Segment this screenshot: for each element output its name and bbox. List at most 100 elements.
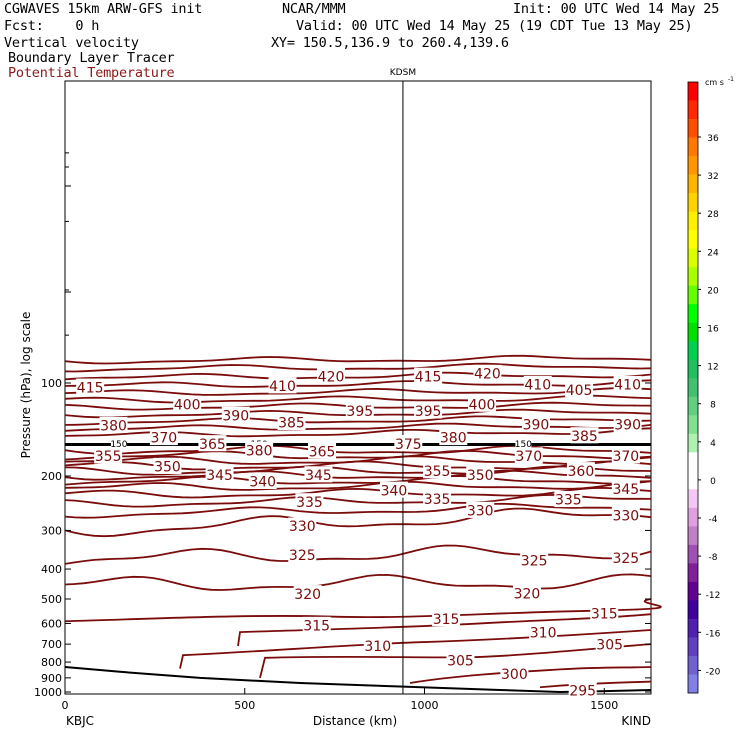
colorbar-swatch xyxy=(688,600,698,620)
contour-label-bg xyxy=(590,604,619,621)
theta-contour-line xyxy=(64,444,652,455)
contour-label: 335 xyxy=(296,495,323,511)
contour-label-bg xyxy=(414,367,443,384)
contour-label-bg xyxy=(565,381,594,398)
theta-contour-line xyxy=(179,629,652,669)
contour-label-bg xyxy=(379,481,408,498)
contour-label-bg xyxy=(554,490,583,508)
init-time: Init: 00 UTC Wed 14 May 25 xyxy=(513,1,720,17)
contour-label: 330 xyxy=(289,519,316,535)
contour-label-bg xyxy=(613,415,642,432)
contour-label-bg xyxy=(423,462,452,479)
contour-label: 295 xyxy=(569,683,596,699)
colorbar-swatch xyxy=(688,285,698,305)
theta-contour-line xyxy=(64,480,652,491)
contour-label-bg xyxy=(308,442,337,459)
colorbar-label: -16 xyxy=(706,629,721,639)
theta-contour-line xyxy=(64,422,652,432)
colorbar-unit: cm s xyxy=(705,78,724,87)
x-axis-ticks: 0 500 1000 1500 xyxy=(62,688,618,712)
cross-section-xy: XY= 150.5,136.9 to 260.4,139.6 xyxy=(271,35,509,51)
x-start-station: KBJC xyxy=(66,714,94,728)
theta-contour-line xyxy=(64,465,652,476)
contour-label-bg xyxy=(570,427,599,444)
contour-label-bg xyxy=(466,466,495,483)
contour-label-bg xyxy=(611,480,640,497)
theta-contour-line xyxy=(64,362,652,373)
contour-label-bg xyxy=(288,517,317,534)
contour-label: 420 xyxy=(474,367,501,383)
colorbar-label: -12 xyxy=(706,591,721,601)
contour-label-bg xyxy=(520,551,549,569)
contour-label-bg xyxy=(317,367,346,384)
contour-label-bg xyxy=(611,447,640,464)
contour-label: 330 xyxy=(467,504,494,520)
y-tick-label: 900 xyxy=(41,672,62,685)
colorbar-swatch xyxy=(688,193,698,212)
contour-label-bg xyxy=(439,429,468,446)
colorbar-swatch xyxy=(688,304,698,323)
contour-label-bg xyxy=(345,402,374,419)
contour-label: 400 xyxy=(174,397,201,413)
y-tick-label: 500 xyxy=(41,593,62,606)
x-tick-label: 0 xyxy=(62,699,69,712)
contour-label: 390 xyxy=(523,418,550,434)
contour-label: 380 xyxy=(440,431,467,447)
contour-label-bg xyxy=(432,610,461,627)
contour-label-bg xyxy=(295,493,324,510)
contour-label-bg xyxy=(611,549,640,566)
theta-contour-line xyxy=(64,371,652,381)
organization-label: NCAR/MMM xyxy=(282,1,346,17)
contour-label-bg xyxy=(512,584,541,601)
contour-label: 385 xyxy=(571,429,598,445)
colorbar-swatch xyxy=(688,174,698,194)
colorbar-swatch xyxy=(688,267,698,286)
colorbar: cm s -1 36 32 28 24 20 16 12 8 4 0 -4 -8 -12 -16 -20 xyxy=(687,76,734,694)
contour-label: 360 xyxy=(568,464,595,480)
colorbar-label: 0 xyxy=(710,477,716,487)
contour-label: 415 xyxy=(77,380,104,396)
contour-label: 395 xyxy=(346,404,373,420)
contour-label: 320 xyxy=(294,587,321,603)
field-vertical-velocity: Vertical velocity xyxy=(4,35,139,51)
colorbar-label: 16 xyxy=(707,325,719,335)
theta-contour-line xyxy=(64,486,652,499)
kdsm-label: KDSM xyxy=(390,68,416,78)
contour-label: 380 xyxy=(246,444,273,460)
x-end-station: KIND xyxy=(621,714,651,728)
plot-area: KDSM 415 410 420 415 420 410 405 410 400 390 395 395… xyxy=(19,68,662,728)
y-tick-label: 200 xyxy=(41,470,62,483)
contour-label-bg xyxy=(394,435,423,452)
colorbar-swatch xyxy=(688,359,698,379)
colorbar-swatch xyxy=(688,82,698,101)
y-tick-label: 700 xyxy=(41,638,62,651)
contour-label: 325 xyxy=(612,551,639,567)
contour-label: 370 xyxy=(515,449,542,465)
contour-label-bg xyxy=(529,623,558,640)
contour-label-bg xyxy=(595,635,624,652)
colorbar-swatch xyxy=(688,156,698,175)
theta-contour-line xyxy=(64,379,652,388)
colorbar-swatch xyxy=(688,674,698,694)
contour-label-bg xyxy=(613,375,642,393)
contour-label: 415 xyxy=(415,369,442,385)
colorbar-swatch xyxy=(688,415,698,435)
colorbar-label: 32 xyxy=(707,172,718,182)
contour-label-bg xyxy=(149,429,178,446)
theta-contour-line xyxy=(64,415,652,426)
contour-label-bg xyxy=(514,447,543,464)
contour-label: 350 xyxy=(154,460,181,476)
theta-contour-line xyxy=(409,666,652,684)
colorbar-swatch xyxy=(688,489,698,509)
y-axis-label: Pressure (hPa), log scale xyxy=(19,312,33,459)
colorbar-swatch xyxy=(688,433,698,453)
contour-label: 335 xyxy=(555,493,582,509)
contour-label-bg xyxy=(446,651,475,669)
contour-label: 320 xyxy=(514,586,541,602)
contour-label-bg xyxy=(173,395,202,412)
x-tick-label: 1000 xyxy=(411,699,439,712)
contour-label-bg xyxy=(363,637,392,654)
contour-label: 365 xyxy=(199,437,226,453)
colorbar-swatch xyxy=(688,452,698,472)
